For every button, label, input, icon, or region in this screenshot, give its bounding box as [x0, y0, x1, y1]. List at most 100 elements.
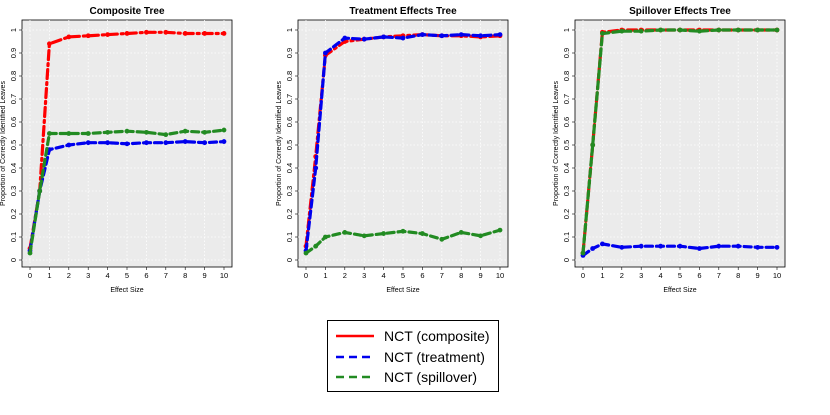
- data-point: [677, 243, 683, 249]
- x-tick-label: 0: [581, 271, 585, 280]
- data-point: [619, 244, 625, 250]
- y-tick-label: 0.7: [285, 94, 294, 104]
- data-point: [182, 139, 188, 144]
- data-point: [182, 31, 188, 36]
- data-point: [221, 31, 227, 36]
- y-tick-label: 1: [285, 28, 294, 32]
- x-tick-label: 1: [47, 271, 51, 280]
- x-tick-label: 6: [144, 271, 148, 280]
- data-point: [27, 250, 33, 256]
- data-point: [590, 142, 596, 148]
- y-tick-label: 0.8: [285, 71, 294, 81]
- x-tick-label: 5: [401, 271, 405, 280]
- y-tick-label: 0.2: [9, 209, 18, 219]
- x-tick-label: 3: [639, 271, 643, 280]
- y-axis-label: Proportion of Correctly Identified Leave…: [276, 81, 283, 206]
- y-tick-label: 0.5: [285, 140, 294, 150]
- data-point: [163, 140, 169, 146]
- charts-svg: 0 1 2 3 4 5 6 7 8 9 1000.10.20.30.40.50.60.70.80.9…: [0, 6, 786, 294]
- x-tick-label: 4: [382, 271, 386, 280]
- y-tick-label: 0.6: [9, 117, 18, 127]
- data-point: [144, 129, 149, 135]
- x-tick-label: 3: [362, 271, 366, 280]
- data-point: [381, 231, 386, 236]
- y-tick-label: 0.8: [9, 71, 18, 81]
- data-point: [580, 250, 586, 256]
- data-point: [202, 31, 208, 36]
- x-tick-label: 9: [203, 271, 207, 280]
- data-point: [755, 27, 760, 33]
- data-point: [478, 33, 483, 39]
- x-tick-label: 8: [459, 271, 463, 280]
- data-point: [124, 128, 130, 134]
- y-tick-label: 0.6: [285, 117, 294, 127]
- data-point: [439, 236, 445, 242]
- data-point: [105, 129, 110, 135]
- y-tick-label: 0: [562, 258, 571, 262]
- data-point: [697, 28, 702, 34]
- y-tick-label: 0.7: [9, 94, 18, 104]
- legend-label: NCT (spillover): [384, 369, 478, 385]
- data-point: [323, 50, 328, 56]
- y-tick-label: 0.2: [285, 209, 294, 219]
- data-point: [163, 29, 169, 35]
- series-line-spillover: [28, 128, 226, 255]
- y-tick-label: 0.7: [562, 94, 571, 104]
- y-tick-label: 0.3: [285, 186, 294, 196]
- data-point: [735, 27, 741, 33]
- data-point: [458, 32, 464, 37]
- x-tick-label: 10: [220, 271, 228, 280]
- x-tick-label: 2: [67, 271, 71, 280]
- data-point: [400, 35, 406, 41]
- data-point: [658, 243, 663, 249]
- data-point: [420, 231, 425, 236]
- y-tick-label: 0.4: [9, 163, 18, 173]
- data-point: [85, 33, 91, 39]
- data-point: [85, 140, 91, 146]
- y-tick-label: 0.3: [9, 186, 18, 196]
- data-point: [342, 230, 348, 235]
- series-line-spillover: [581, 28, 779, 255]
- y-tick-label: 0: [285, 258, 294, 262]
- legend-item-composite: NCT (composite): [336, 327, 490, 345]
- data-point: [221, 127, 227, 133]
- y-tick-label: 0.2: [562, 209, 571, 219]
- data-point: [638, 28, 644, 34]
- data-point: [47, 131, 52, 136]
- x-tick-label: 5: [125, 271, 129, 280]
- legend-swatch-spillover: [336, 375, 374, 379]
- y-tick-label: 0.3: [562, 186, 571, 196]
- data-point: [163, 132, 169, 138]
- data-point: [105, 140, 110, 146]
- legend-label: NCT (composite): [384, 328, 490, 344]
- y-tick-label: 0.1: [285, 232, 294, 242]
- y-tick-label: 0.5: [562, 140, 571, 150]
- y-tick-label: 0: [9, 258, 18, 262]
- y-tick-label: 0.1: [562, 232, 571, 242]
- legend-swatch-composite: [336, 334, 374, 338]
- data-point: [144, 140, 149, 146]
- y-tick-label: 0.1: [9, 232, 18, 242]
- y-tick-label: 0.9: [9, 48, 18, 58]
- x-axis-label: Effect Size: [386, 287, 419, 294]
- legend-item-spillover: NCT (spillover): [336, 368, 477, 386]
- y-tick-label: 1: [9, 28, 18, 32]
- data-point: [697, 246, 702, 251]
- x-axis-label: Effect Size: [663, 287, 696, 294]
- data-point: [124, 31, 130, 36]
- data-point: [105, 32, 110, 37]
- data-point: [677, 27, 683, 33]
- data-point: [144, 29, 149, 35]
- data-point: [755, 244, 760, 250]
- data-point: [66, 131, 72, 136]
- data-point: [342, 35, 348, 41]
- y-tick-label: 0.8: [562, 71, 571, 81]
- data-point: [478, 233, 483, 239]
- x-tick-label: 5: [678, 271, 682, 280]
- data-point: [124, 141, 130, 147]
- chart-title: Composite Tree: [89, 6, 164, 17]
- data-point: [202, 129, 208, 135]
- y-axis-label: Proportion of Correctly Identified Leave…: [553, 81, 560, 206]
- y-tick-label: 0.9: [285, 48, 294, 58]
- data-point: [716, 243, 722, 249]
